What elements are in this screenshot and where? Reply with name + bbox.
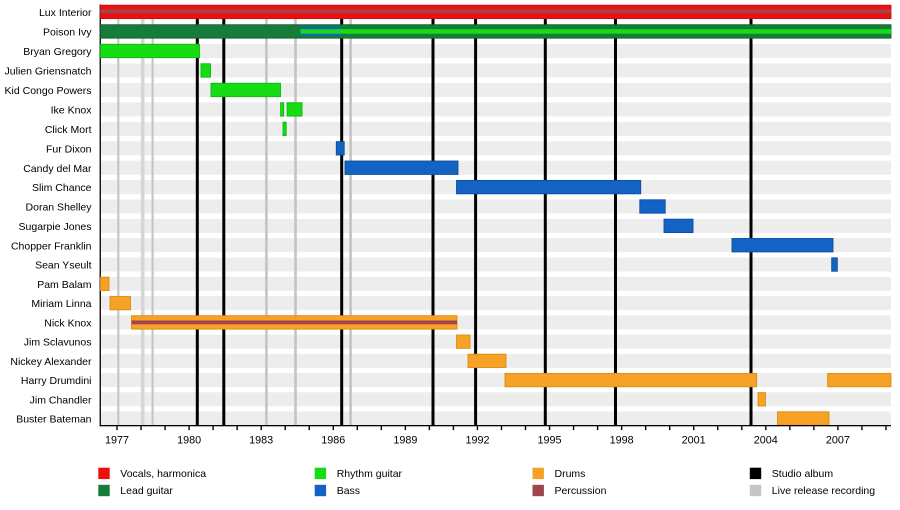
svg-text:1980: 1980 xyxy=(177,434,201,446)
svg-text:1989: 1989 xyxy=(393,434,417,446)
svg-text:Pam Balam: Pam Balam xyxy=(37,279,92,291)
svg-text:Doran Shelley: Doran Shelley xyxy=(26,202,93,214)
svg-text:2001: 2001 xyxy=(682,434,706,446)
svg-text:1992: 1992 xyxy=(465,434,489,446)
svg-text:Bass: Bass xyxy=(337,485,360,497)
svg-text:Harry Drumdini: Harry Drumdini xyxy=(21,375,92,387)
svg-text:Poison Ivy: Poison Ivy xyxy=(43,27,92,39)
svg-text:Click Mort: Click Mort xyxy=(45,124,92,136)
svg-text:Bryan Gregory: Bryan Gregory xyxy=(23,46,92,58)
svg-text:Drums: Drums xyxy=(555,468,586,480)
svg-text:Candy del Mar: Candy del Mar xyxy=(23,163,92,175)
svg-text:Julien Griensnatch: Julien Griensnatch xyxy=(5,66,92,78)
svg-text:1998: 1998 xyxy=(610,434,634,446)
svg-text:2007: 2007 xyxy=(826,434,850,446)
svg-text:Studio album: Studio album xyxy=(772,468,834,480)
svg-text:Rhythm guitar: Rhythm guitar xyxy=(337,468,403,480)
svg-text:Lead guitar: Lead guitar xyxy=(120,485,173,497)
svg-text:Ike Knox: Ike Knox xyxy=(51,105,93,117)
svg-text:Miriam Linna: Miriam Linna xyxy=(31,298,91,310)
svg-text:Live release recording: Live release recording xyxy=(772,485,875,497)
svg-text:1986: 1986 xyxy=(321,434,345,446)
svg-text:1983: 1983 xyxy=(249,434,273,446)
svg-text:Kid Congo Powers: Kid Congo Powers xyxy=(5,85,92,97)
svg-text:2004: 2004 xyxy=(754,434,778,446)
svg-text:1995: 1995 xyxy=(537,434,561,446)
svg-text:Sean Yseult: Sean Yseult xyxy=(35,260,92,272)
svg-text:Jim Chandler: Jim Chandler xyxy=(30,394,92,406)
svg-text:Lux Interior: Lux Interior xyxy=(39,7,92,19)
svg-text:Nick Knox: Nick Knox xyxy=(44,318,92,330)
svg-text:Fur Dixon: Fur Dixon xyxy=(46,143,92,155)
svg-text:Buster Bateman: Buster Bateman xyxy=(16,414,91,426)
svg-text:1977: 1977 xyxy=(105,434,129,446)
svg-text:Chopper Franklin: Chopper Franklin xyxy=(11,240,92,252)
svg-text:Jim Sclavunos: Jim Sclavunos xyxy=(24,337,92,349)
svg-text:Slim Chance: Slim Chance xyxy=(32,182,92,194)
svg-text:Sugarpie Jones: Sugarpie Jones xyxy=(19,221,92,233)
svg-text:Nickey Alexander: Nickey Alexander xyxy=(10,356,92,368)
svg-text:Vocals, harmonica: Vocals, harmonica xyxy=(120,468,206,480)
svg-text:Percussion: Percussion xyxy=(555,485,607,497)
